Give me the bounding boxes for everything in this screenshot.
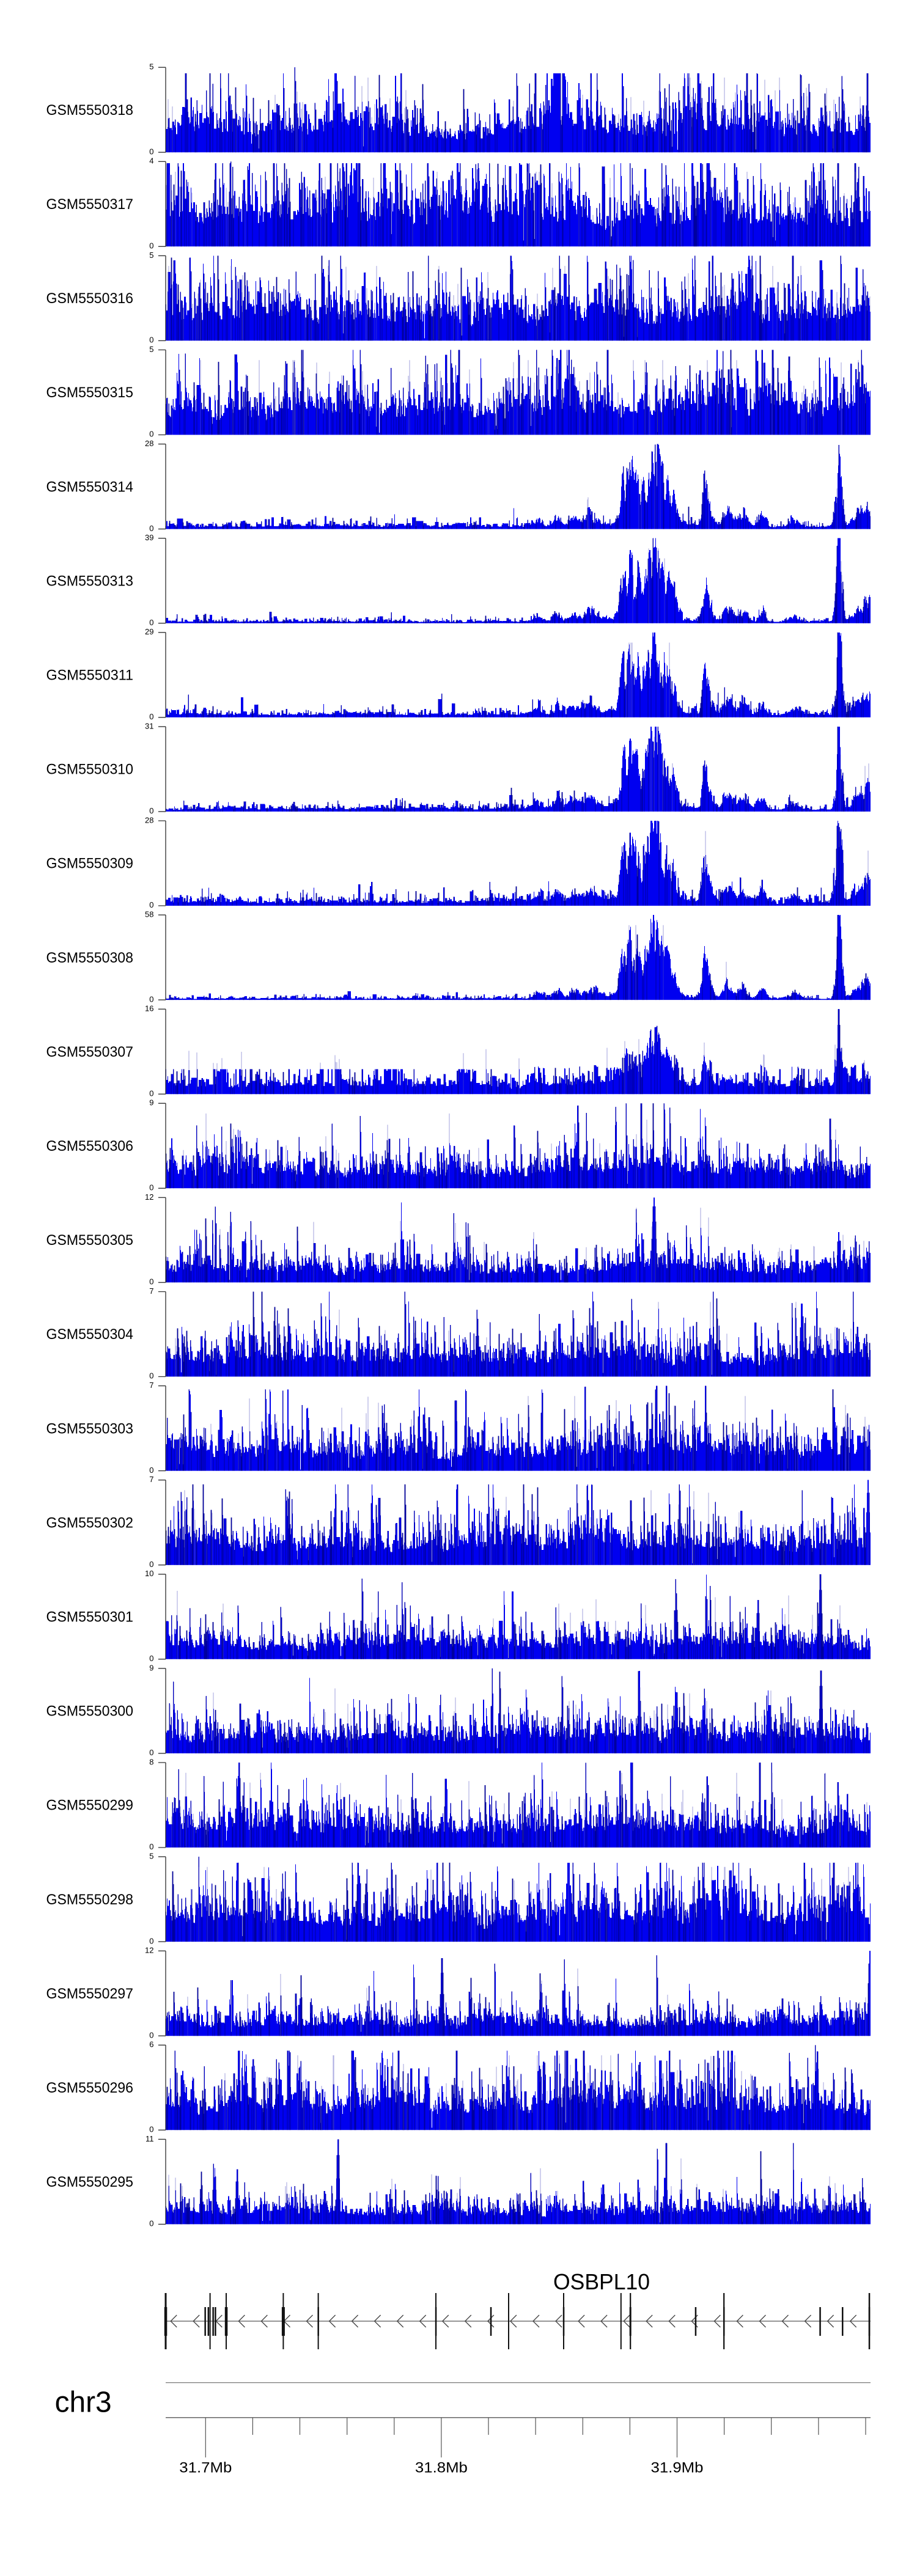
svg-text:0: 0 xyxy=(149,147,153,156)
svg-text:GSM5550313: GSM5550313 xyxy=(46,573,134,589)
svg-text:5: 5 xyxy=(149,62,153,72)
svg-text:58: 58 xyxy=(145,910,153,919)
svg-text:7: 7 xyxy=(149,1475,153,1484)
svg-text:5: 5 xyxy=(149,251,153,260)
svg-text:0: 0 xyxy=(149,2125,153,2134)
svg-text:GSM5550300: GSM5550300 xyxy=(46,1703,134,1720)
svg-text:31.7Mb: 31.7Mb xyxy=(179,2460,232,2476)
svg-text:GSM5550311: GSM5550311 xyxy=(46,667,134,684)
svg-text:0: 0 xyxy=(149,2219,153,2228)
svg-text:28: 28 xyxy=(145,439,153,448)
svg-text:GSM5550310: GSM5550310 xyxy=(46,761,134,778)
svg-text:0: 0 xyxy=(149,1183,153,1192)
svg-text:7: 7 xyxy=(149,1381,153,1390)
svg-text:0: 0 xyxy=(149,1654,153,1663)
svg-text:GSM5550299: GSM5550299 xyxy=(46,1797,134,1814)
svg-text:0: 0 xyxy=(149,336,153,345)
svg-text:0: 0 xyxy=(149,1560,153,1569)
svg-text:28: 28 xyxy=(145,815,153,824)
svg-text:GSM5550307: GSM5550307 xyxy=(46,1044,134,1060)
svg-text:GSM5550309: GSM5550309 xyxy=(46,856,134,872)
svg-text:0: 0 xyxy=(149,1466,153,1475)
svg-text:29: 29 xyxy=(145,627,153,636)
svg-text:GSM5550298: GSM5550298 xyxy=(46,1892,134,1908)
svg-text:31.8Mb: 31.8Mb xyxy=(415,2460,468,2476)
svg-text:GSM5550297: GSM5550297 xyxy=(46,1986,134,2002)
svg-text:GSM5550301: GSM5550301 xyxy=(46,1609,134,1626)
svg-text:0: 0 xyxy=(149,900,153,909)
svg-text:0: 0 xyxy=(149,1936,153,1945)
svg-text:GSM5550305: GSM5550305 xyxy=(46,1232,134,1249)
svg-text:0: 0 xyxy=(149,806,153,815)
svg-text:GSM5550306: GSM5550306 xyxy=(46,1138,134,1154)
svg-text:GSM5550308: GSM5550308 xyxy=(46,950,134,966)
svg-text:GSM5550303: GSM5550303 xyxy=(46,1420,134,1437)
svg-text:12: 12 xyxy=(145,1192,153,1202)
svg-text:8: 8 xyxy=(149,1757,153,1766)
svg-text:4: 4 xyxy=(149,156,153,166)
svg-text:5: 5 xyxy=(149,1852,153,1861)
svg-text:GSM5550315: GSM5550315 xyxy=(46,384,134,401)
svg-text:31: 31 xyxy=(145,721,153,730)
svg-text:31.9Mb: 31.9Mb xyxy=(651,2460,704,2476)
svg-text:0: 0 xyxy=(149,1748,153,1757)
svg-text:0: 0 xyxy=(149,1842,153,1851)
svg-text:GSM5550316: GSM5550316 xyxy=(46,290,134,307)
svg-text:0: 0 xyxy=(149,1277,153,1286)
svg-text:GSM5550317: GSM5550317 xyxy=(46,196,134,213)
svg-text:0: 0 xyxy=(149,241,153,251)
svg-text:5: 5 xyxy=(149,345,153,354)
svg-text:0: 0 xyxy=(149,1371,153,1381)
svg-text:0: 0 xyxy=(149,712,153,721)
svg-text:0: 0 xyxy=(149,1088,153,1098)
svg-text:9: 9 xyxy=(149,1098,153,1107)
svg-text:GSM5550302: GSM5550302 xyxy=(46,1514,134,1531)
svg-text:OSBPL10: OSBPL10 xyxy=(553,2269,650,2294)
svg-text:GSM5550295: GSM5550295 xyxy=(46,2174,134,2190)
svg-text:GSM5550318: GSM5550318 xyxy=(46,102,134,119)
svg-text:0: 0 xyxy=(149,2030,153,2039)
svg-text:0: 0 xyxy=(149,618,153,627)
svg-text:9: 9 xyxy=(149,1663,153,1672)
svg-text:7: 7 xyxy=(149,1286,153,1296)
svg-text:GSM5550296: GSM5550296 xyxy=(46,2080,134,2096)
svg-text:11: 11 xyxy=(145,2134,154,2143)
svg-text:GSM5550304: GSM5550304 xyxy=(46,1326,134,1343)
svg-text:0: 0 xyxy=(149,430,153,439)
svg-text:6: 6 xyxy=(149,2040,153,2049)
svg-text:10: 10 xyxy=(145,1569,153,1578)
svg-text:chr3: chr3 xyxy=(55,2386,112,2418)
svg-text:16: 16 xyxy=(145,1004,153,1013)
svg-text:12: 12 xyxy=(145,1946,153,1955)
svg-text:0: 0 xyxy=(149,994,153,1004)
svg-text:GSM5550314: GSM5550314 xyxy=(46,479,134,495)
svg-text:0: 0 xyxy=(149,524,153,533)
svg-text:39: 39 xyxy=(145,533,153,542)
